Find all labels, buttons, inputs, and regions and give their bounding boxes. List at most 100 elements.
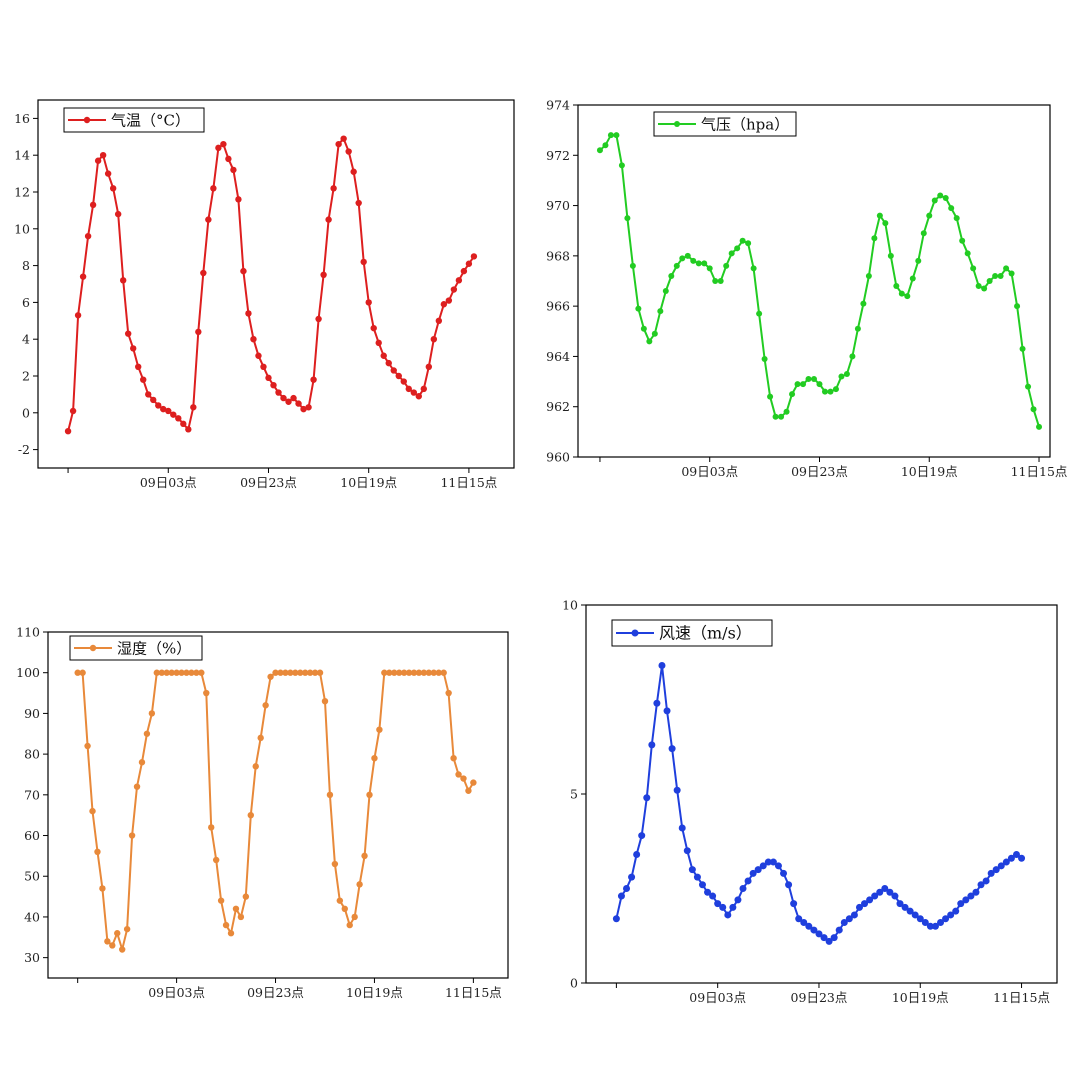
data-point (280, 394, 287, 402)
x-tick-label: 09日23点 (240, 475, 297, 490)
plot-area-frame (585, 604, 1058, 984)
data-point (210, 185, 217, 192)
data-point (331, 860, 339, 868)
data-point (843, 371, 850, 378)
data-point (830, 934, 838, 942)
data-point (893, 283, 900, 290)
data-point (262, 702, 269, 709)
data-point (769, 858, 777, 866)
data-point (937, 919, 945, 927)
data-point (706, 265, 713, 272)
data-point (168, 669, 175, 676)
data-point (1002, 858, 1010, 866)
data-point (876, 888, 884, 896)
data-point (723, 262, 730, 269)
x-tick-label: 09日03点 (681, 464, 738, 479)
legend-label: 风速（m/s） (659, 624, 752, 643)
data-point (719, 903, 727, 911)
data-point (306, 669, 314, 676)
data-point (217, 897, 225, 904)
data-point (898, 290, 905, 297)
data-point (104, 938, 111, 945)
data-point (260, 363, 267, 370)
data-point (865, 272, 872, 279)
data-point (247, 811, 254, 819)
data-point (430, 669, 438, 676)
data-point (1014, 303, 1021, 310)
data-point (602, 142, 609, 149)
data-point (381, 669, 388, 676)
data-point (420, 669, 428, 676)
data-point (915, 257, 922, 264)
data-point (208, 824, 215, 831)
data-point (326, 791, 334, 799)
y-tick-label: 50 (24, 869, 40, 884)
data-point (386, 669, 393, 676)
data-point (235, 196, 242, 203)
data-point (953, 215, 960, 222)
data-point (400, 669, 408, 676)
data-point (921, 919, 929, 927)
data-point (827, 388, 834, 395)
data-point (130, 345, 137, 352)
data-point (805, 376, 812, 383)
data-point (744, 877, 752, 885)
data-point (119, 277, 127, 284)
data-point (840, 919, 848, 927)
data-point (658, 661, 666, 669)
data-point (430, 336, 438, 343)
y-tick-label: 0 (22, 405, 30, 420)
data-point (783, 408, 790, 415)
data-point (212, 856, 220, 864)
data-point (163, 669, 170, 676)
series-line (67, 137, 475, 432)
data-point (99, 152, 107, 159)
data-point (972, 888, 980, 896)
data-point (74, 312, 82, 319)
data-point (663, 707, 671, 715)
data-point (977, 881, 985, 889)
x-tick-label: 09日23点 (791, 464, 848, 479)
data-point (704, 888, 712, 896)
data-point (74, 669, 81, 676)
y-tick-label: 14 (14, 148, 30, 163)
data-point (800, 919, 808, 927)
y-tick-label: 8 (22, 258, 30, 273)
y-tick-label: 4 (22, 332, 30, 347)
pressure-chart: 960 962 964 966 968 970 972 974 09日03点 09日23点 10日1… (546, 98, 1067, 480)
data-point (690, 257, 697, 264)
data-point (635, 305, 642, 312)
y-tick-label: 16 (14, 111, 30, 126)
data-point (123, 925, 131, 933)
data-point (180, 420, 187, 428)
data-point (405, 385, 412, 393)
data-point (165, 407, 172, 415)
data-point (633, 850, 641, 858)
data-point (84, 232, 92, 240)
data-point (964, 250, 971, 257)
data-point (316, 669, 324, 676)
data-point (811, 376, 817, 383)
data-point (371, 754, 378, 762)
data-point (937, 192, 944, 199)
data-point (931, 922, 939, 930)
data-point (425, 669, 433, 676)
y-tick-label: 110 (16, 625, 40, 640)
data-point (455, 771, 462, 778)
y-tick-label: 5 (570, 787, 578, 802)
data-point (300, 405, 307, 413)
data-point (351, 913, 358, 921)
plot-area-frame (47, 631, 509, 979)
data-point (455, 277, 463, 284)
data-point (325, 216, 332, 223)
x-tick-label: 10日19点 (892, 990, 949, 1005)
data-point (967, 892, 975, 900)
data-point (84, 742, 91, 750)
data-point (290, 394, 297, 402)
data-point (320, 271, 327, 278)
data-point (94, 157, 102, 164)
data-point (114, 930, 121, 937)
data-point (365, 299, 372, 306)
data-point (987, 869, 995, 877)
y-tick-label: 966 (546, 299, 570, 314)
